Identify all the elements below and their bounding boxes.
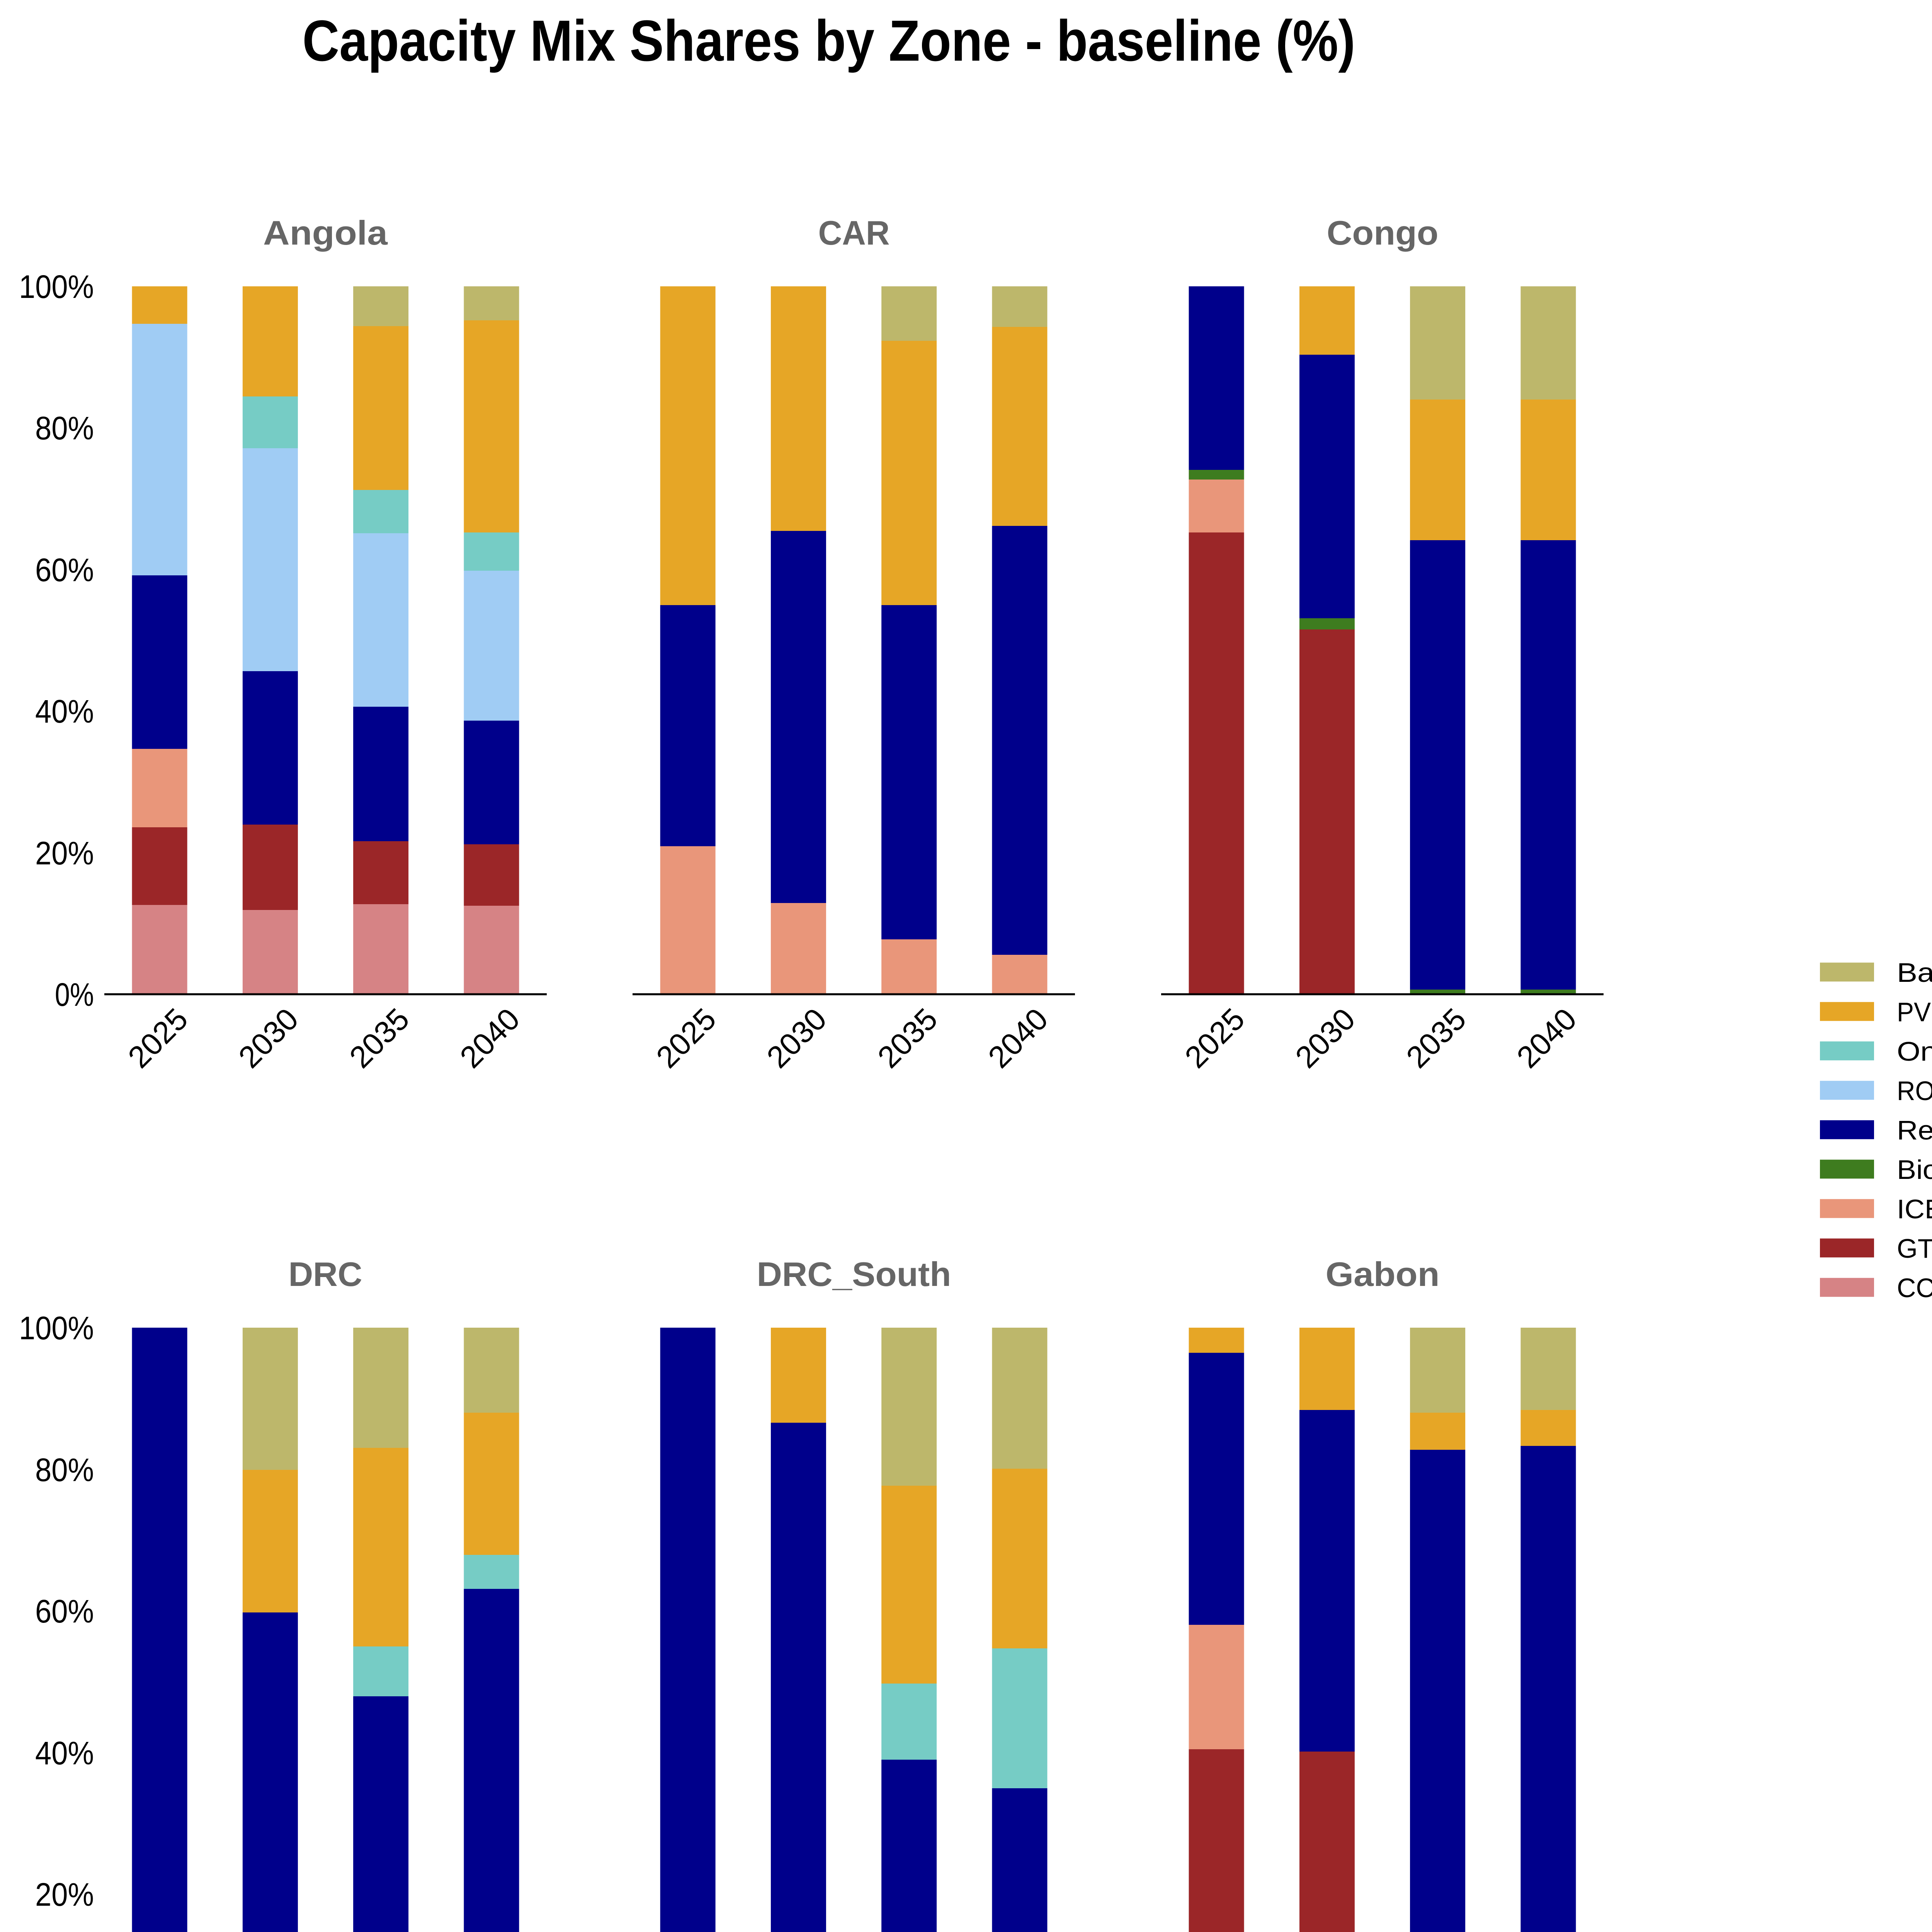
svg-text:Reservoir: Reservoir: [1897, 1115, 1932, 1145]
svg-text:DRC_South: DRC_South: [757, 1255, 951, 1293]
svg-text:Battery: Battery: [1897, 957, 1932, 988]
svg-text:20%: 20%: [35, 1876, 94, 1913]
svg-text:GT-Gas: GT-Gas: [1897, 1233, 1932, 1264]
svg-text:Biomass: Biomass: [1897, 1155, 1932, 1185]
svg-text:100%: 100%: [19, 1310, 94, 1346]
svg-text:CAR: CAR: [818, 214, 890, 252]
svg-text:40%: 40%: [35, 693, 94, 730]
svg-text:Congo: Congo: [1327, 214, 1439, 252]
svg-text:Gabon: Gabon: [1326, 1255, 1440, 1293]
svg-text:Capacity Mix Shares by Zone -: Capacity Mix Shares by Zone - baseline (…: [303, 8, 1355, 73]
svg-text:DRC: DRC: [289, 1255, 362, 1293]
svg-text:80%: 80%: [35, 410, 94, 446]
svg-text:ICE-Diesel: ICE-Diesel: [1897, 1194, 1932, 1224]
svg-text:20%: 20%: [35, 835, 94, 871]
svg-text:80%: 80%: [35, 1452, 94, 1488]
svg-text:60%: 60%: [35, 552, 94, 588]
svg-text:Onshore Wind: Onshore Wind: [1897, 1036, 1932, 1066]
svg-text:60%: 60%: [35, 1593, 94, 1629]
svg-text:PV: PV: [1897, 997, 1931, 1027]
svg-text:CCGT-Gas: CCGT-Gas: [1897, 1273, 1932, 1303]
svg-text:0%: 0%: [55, 976, 94, 1013]
svg-text:100%: 100%: [19, 269, 94, 305]
svg-text:ROR: ROR: [1897, 1076, 1932, 1106]
svg-text:Angola: Angola: [263, 214, 388, 252]
svg-text:40%: 40%: [35, 1735, 94, 1771]
